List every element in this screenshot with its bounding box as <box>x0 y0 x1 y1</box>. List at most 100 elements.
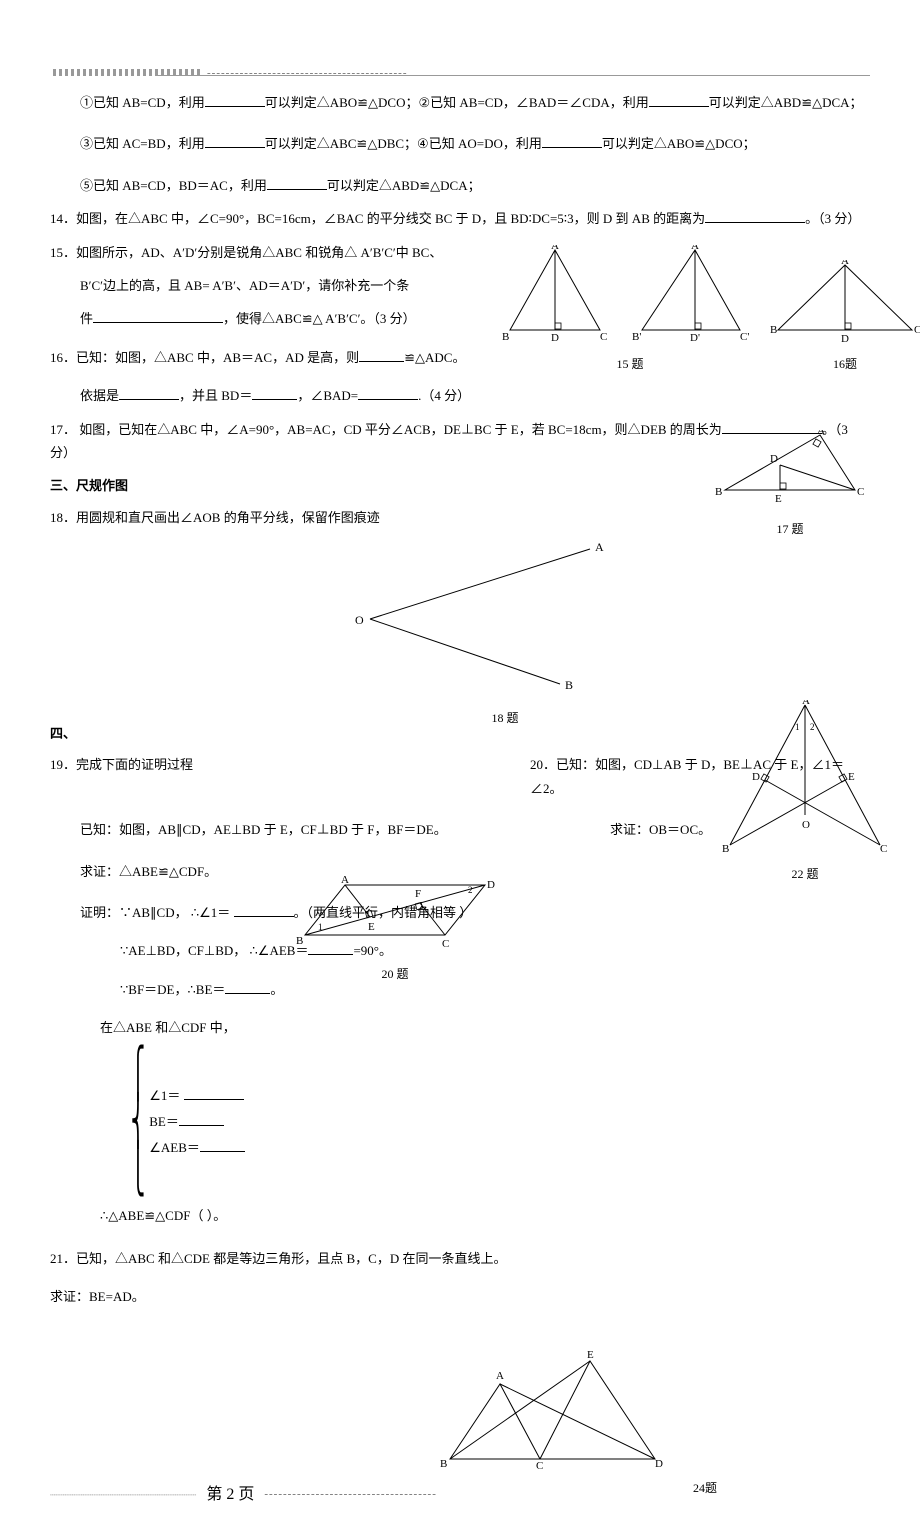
svg-text:A: A <box>802 700 810 707</box>
blank <box>205 93 265 107</box>
text: ∠1＝ <box>149 1088 180 1103</box>
svg-text:D: D <box>655 1458 663 1469</box>
text: 17． 如图，已知在△ABC 中，∠A=90°，AB=AC，CD 平分∠ACB，… <box>50 422 722 437</box>
label-B: B <box>565 678 573 692</box>
text: 16．已知：如图，△ABC 中，AB＝AC，AD 是高，则 <box>50 350 359 365</box>
svg-text:E: E <box>368 921 375 933</box>
svg-text:B: B <box>770 324 777 336</box>
caption-15: 15 题 <box>510 354 750 376</box>
svg-text:A': A' <box>691 245 701 252</box>
text: ③已知 AC=BD，利用 <box>80 136 205 151</box>
svg-text:C: C <box>600 331 607 343</box>
text: ⑤已知 AB=CD，BD＝AC，利用 <box>80 178 267 193</box>
text: ，使得△ABC≌△ A′B′C′。（3 分） <box>223 311 416 326</box>
footer-dash-right: ------------------------------------- <box>264 1485 437 1505</box>
text: 可以判定△ABC≌△DBC；④已知 AO=DO，利用 <box>265 136 542 151</box>
blank <box>359 348 404 362</box>
q13-line3: ⑤已知 AB=CD，BD＝AC，利用 可以判定△ABD≌△DCA； <box>50 174 870 197</box>
fig17: A B C D E 17 题 <box>715 430 865 541</box>
svg-text:C': C' <box>740 331 749 343</box>
text: B′C′边上的高，且 AB= A′B′、AD＝A′D′，请你补充一个条 <box>80 278 409 293</box>
text: 可以判定△ABO≌△DCO；②已知 AB=CD，∠BAD＝∠CDA，利用 <box>265 95 649 110</box>
blank <box>267 176 327 190</box>
text: ≌△ADC。 <box>404 350 465 365</box>
label-A: A <box>595 540 604 554</box>
svg-text:D: D <box>841 333 849 345</box>
text: 。 <box>270 982 283 997</box>
text: 依据是 <box>80 388 119 403</box>
svg-text:C: C <box>880 843 887 855</box>
blank <box>200 1138 245 1152</box>
text: ∠AEB＝ <box>149 1140 200 1155</box>
caption-20: 20 题 <box>290 964 500 986</box>
q19-given: 已知：如图，AB∥CD，AE⊥BD 于 E，CF⊥BD 于 F，BF＝DE。 <box>50 818 610 841</box>
svg-text:2: 2 <box>468 885 473 895</box>
fig18-angle: O A B <box>310 539 630 699</box>
page-footer: ┄┄┄┄┄┄┄┄┄┄┄┄┄┄┄┄┄┄┄┄┄┄┄┄┄┄┄ 第 2 页 ------… <box>50 1481 870 1510</box>
text: （4 分） <box>421 388 470 403</box>
text: 15．如图所示，AD、A′D′分别是锐角△ABC 和锐角△ A′B′C′中 BC… <box>50 245 442 260</box>
footer-dash-left: ┄┄┄┄┄┄┄┄┄┄┄┄┄┄┄┄┄┄┄┄┄┄┄┄┄┄┄ <box>50 1487 196 1503</box>
page-number: 第 2 页 <box>206 1481 254 1510</box>
fig-row-15-16: A B C D A' B' C' D' 15 题 A B C D 16题 <box>500 245 920 376</box>
q21-a: 21．已知，△ABC 和△CDE 都是等边三角形，且点 B，C，D 在同一条直线… <box>50 1247 870 1270</box>
blank <box>184 1086 244 1100</box>
text: 14．如图，在△ABC 中，∠C=90°，BC=16cm，∠BAC 的平分线交 … <box>50 211 705 226</box>
text: ，并且 BD＝ <box>179 388 252 403</box>
svg-text:A: A <box>496 1370 504 1382</box>
blank <box>705 209 805 223</box>
svg-text:C: C <box>442 938 449 950</box>
svg-text:B: B <box>440 1458 447 1469</box>
blank <box>225 980 270 994</box>
blank <box>205 134 265 148</box>
text: 。（3 分） <box>805 211 860 226</box>
caption-16: 16题 <box>770 354 920 376</box>
svg-text:B: B <box>502 331 509 343</box>
svg-text:C: C <box>857 486 864 498</box>
text: 可以判定△ABD≌△DCA； <box>709 95 863 110</box>
svg-text:B': B' <box>632 331 641 343</box>
blank <box>93 309 223 323</box>
svg-text:E: E <box>587 1349 594 1361</box>
q19-p5: ∴△ABE≌△CDF（ ）。 <box>50 1204 870 1227</box>
svg-text:D: D <box>487 879 495 891</box>
svg-text:A: A <box>841 260 849 267</box>
text: 件 <box>80 311 93 326</box>
fig20: A B C D E F 1 2 20 题 <box>290 875 500 986</box>
text: 可以判定△ABD≌△DCA； <box>327 178 481 193</box>
svg-text:C: C <box>536 1460 543 1469</box>
q14: 14．如图，在△ABC 中，∠C=90°，BC=16cm，∠BAC 的平分线交 … <box>50 207 870 230</box>
blank <box>234 903 294 917</box>
svg-text:A: A <box>341 875 349 886</box>
svg-text:1: 1 <box>318 922 323 932</box>
q19-title: 19．完成下面的证明过程 <box>50 753 530 800</box>
svg-text:E: E <box>848 771 855 783</box>
svg-text:C: C <box>914 324 920 336</box>
blank <box>179 1112 224 1126</box>
fig22: A B C D E O 1 2 22 题 <box>720 700 890 886</box>
caption-22: 22 题 <box>720 864 890 886</box>
svg-text:A: A <box>551 245 559 252</box>
caption-17: 17 题 <box>715 519 865 541</box>
label-O: O <box>355 613 364 627</box>
svg-text:B: B <box>715 486 722 498</box>
q20-b: 求证：OB＝OC。 <box>610 818 711 841</box>
svg-text:B: B <box>722 843 729 855</box>
fig16: A B C D 16题 <box>770 245 920 376</box>
fig24: A B C D E 24题 <box>430 1349 870 1500</box>
text: ，∠BAD= <box>297 388 358 403</box>
blank <box>542 134 602 148</box>
q16-b: 依据是，并且 BD＝，∠BAD=.（4 分） <box>50 384 870 407</box>
svg-text:1: 1 <box>795 722 800 732</box>
svg-text:E: E <box>775 493 782 505</box>
svg-text:D': D' <box>690 332 700 344</box>
brace-block: ⎧⎨⎩ ∠1＝ BE＝ ∠AEB＝ <box>50 1050 870 1194</box>
blank <box>649 93 709 107</box>
text: BE＝ <box>149 1114 179 1129</box>
text: 证明：∵AB∥CD， ∴∠1＝ <box>80 905 234 920</box>
q21-b: 求证：BE=AD。 <box>50 1285 870 1308</box>
svg-text:D: D <box>770 453 778 465</box>
svg-text:B: B <box>296 935 303 947</box>
text: ①已知 AB=CD，利用 <box>80 95 205 110</box>
svg-text:D: D <box>752 771 760 783</box>
